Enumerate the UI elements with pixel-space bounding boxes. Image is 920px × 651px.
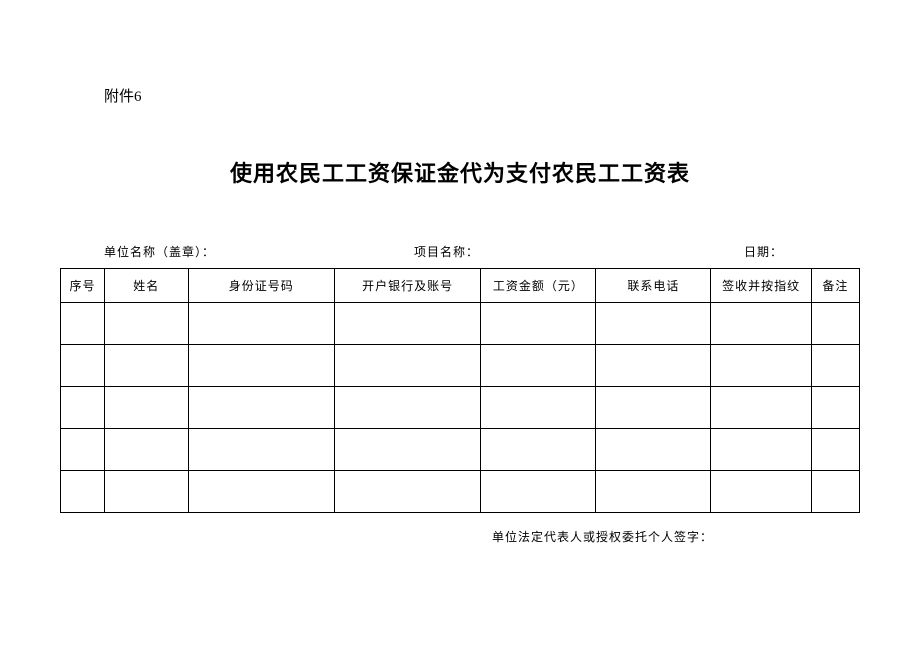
cell-seq	[61, 429, 105, 471]
header-id: 身份证号码	[188, 269, 334, 303]
project-name-label: 项目名称：	[414, 243, 744, 260]
cell-id	[188, 471, 334, 513]
cell-name	[104, 387, 188, 429]
cell-phone	[596, 345, 711, 387]
table-row	[61, 387, 860, 429]
cell-name	[104, 429, 188, 471]
meta-row: 单位名称（盖章）： 项目名称： 日期：	[104, 243, 860, 260]
header-wage: 工资金额（元）	[481, 269, 596, 303]
cell-bank	[334, 387, 480, 429]
cell-sign	[711, 471, 811, 513]
cell-id	[188, 303, 334, 345]
header-bank: 开户银行及账号	[334, 269, 480, 303]
cell-phone	[596, 303, 711, 345]
table-row	[61, 471, 860, 513]
table-header-row: 序号 姓名 身份证号码 开户银行及账号 工资金额（元） 联系电话 签收并按指纹 …	[61, 269, 860, 303]
header-name: 姓名	[104, 269, 188, 303]
cell-wage	[481, 303, 596, 345]
attachment-label: 附件6	[104, 85, 860, 106]
table-row	[61, 345, 860, 387]
table-row	[61, 429, 860, 471]
cell-remark	[811, 303, 859, 345]
header-seq: 序号	[61, 269, 105, 303]
cell-bank	[334, 471, 480, 513]
header-remark: 备注	[811, 269, 859, 303]
table-row	[61, 303, 860, 345]
cell-phone	[596, 471, 711, 513]
cell-name	[104, 471, 188, 513]
cell-name	[104, 345, 188, 387]
cell-phone	[596, 429, 711, 471]
signature-label: 单位法定代表人或授权委托个人签字：	[492, 528, 860, 545]
cell-remark	[811, 471, 859, 513]
cell-remark	[811, 345, 859, 387]
cell-id	[188, 387, 334, 429]
cell-sign	[711, 303, 811, 345]
cell-wage	[481, 429, 596, 471]
cell-sign	[711, 387, 811, 429]
document-page: 附件6 使用农民工工资保证金代为支付农民工工资表 单位名称（盖章）： 项目名称：…	[0, 0, 920, 545]
cell-seq	[61, 303, 105, 345]
cell-seq	[61, 387, 105, 429]
header-sign: 签收并按指纹	[711, 269, 811, 303]
cell-id	[188, 345, 334, 387]
cell-wage	[481, 345, 596, 387]
wage-table: 序号 姓名 身份证号码 开户银行及账号 工资金额（元） 联系电话 签收并按指纹 …	[60, 268, 860, 513]
cell-seq	[61, 471, 105, 513]
cell-seq	[61, 345, 105, 387]
unit-name-label: 单位名称（盖章）：	[104, 243, 414, 260]
cell-sign	[711, 429, 811, 471]
cell-sign	[711, 345, 811, 387]
cell-wage	[481, 471, 596, 513]
cell-bank	[334, 429, 480, 471]
cell-id	[188, 429, 334, 471]
cell-name	[104, 303, 188, 345]
cell-remark	[811, 429, 859, 471]
cell-bank	[334, 345, 480, 387]
header-phone: 联系电话	[596, 269, 711, 303]
date-label: 日期：	[744, 243, 860, 260]
cell-remark	[811, 387, 859, 429]
document-title: 使用农民工工资保证金代为支付农民工工资表	[60, 156, 860, 188]
cell-wage	[481, 387, 596, 429]
cell-phone	[596, 387, 711, 429]
cell-bank	[334, 303, 480, 345]
